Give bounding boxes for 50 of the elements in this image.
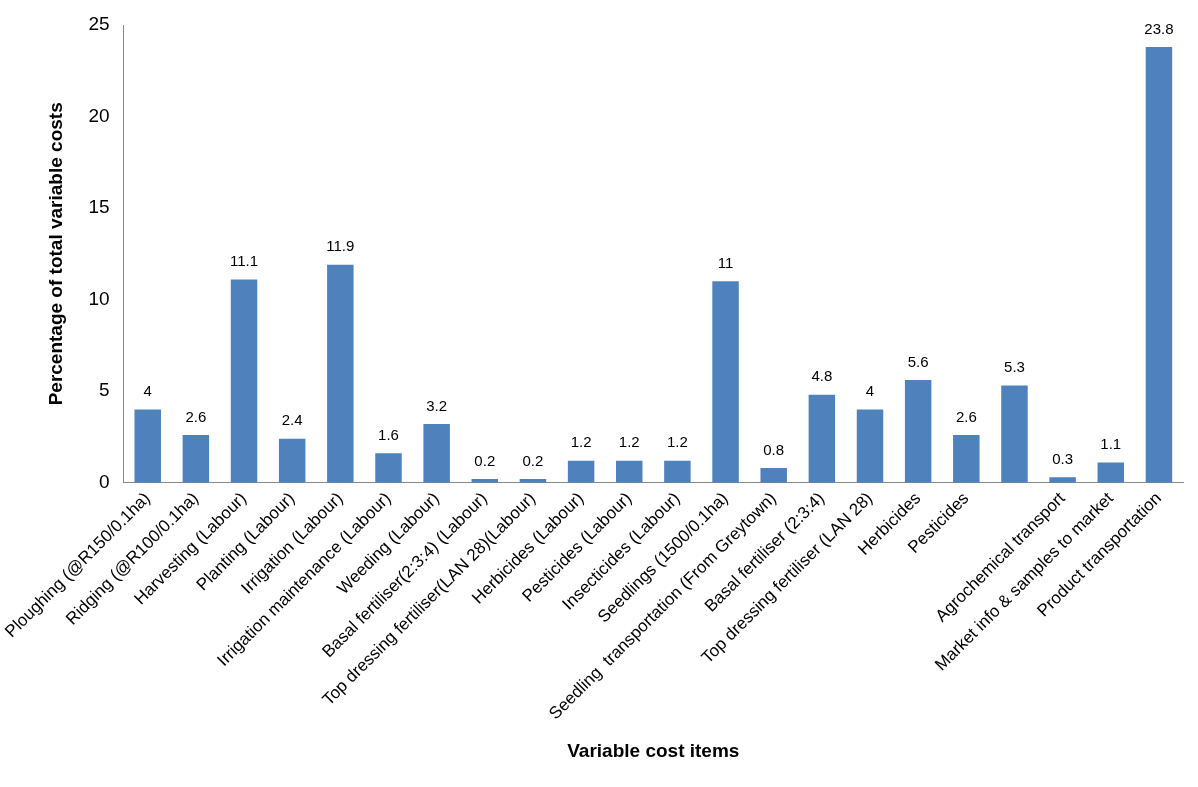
- bar: [1001, 385, 1028, 483]
- bar: [616, 460, 643, 483]
- data-label: 5.6: [907, 352, 929, 370]
- data-label: 2.6: [185, 407, 207, 425]
- y-axis-title: Percentage of total variable costs: [45, 102, 67, 406]
- data-label: 1.2: [618, 433, 640, 451]
- bar: [1049, 477, 1076, 483]
- data-label: 4: [143, 382, 152, 400]
- data-label: 11.9: [326, 237, 355, 255]
- bar: [230, 279, 258, 483]
- data-label: 1.1: [1100, 435, 1122, 453]
- data-label: 23.8: [1144, 19, 1174, 37]
- data-label: 11.1: [229, 252, 259, 270]
- y-tick-label: 0: [99, 470, 110, 492]
- bar: [567, 460, 595, 483]
- data-label: 1.2: [570, 433, 592, 451]
- data-label: 3.2: [426, 396, 448, 414]
- bar: [904, 380, 932, 483]
- y-tick-label: 15: [88, 196, 110, 218]
- y-tick-label: 25: [88, 13, 110, 35]
- y-tick-label: 20: [88, 104, 110, 126]
- data-label: 11: [717, 253, 734, 271]
- data-label: 2.6: [955, 407, 977, 425]
- bar: [375, 453, 402, 483]
- bar: [182, 435, 210, 483]
- bar: [664, 460, 691, 483]
- bar: [712, 281, 739, 483]
- y-tick-label: 10: [88, 287, 110, 309]
- bar: [953, 435, 980, 483]
- data-label: 0.8: [763, 440, 785, 458]
- bar: [327, 264, 354, 483]
- bar: [856, 409, 884, 483]
- data-label: 1.2: [666, 433, 688, 451]
- bar: [1097, 462, 1125, 483]
- bar: [1145, 46, 1173, 483]
- x-axis-title: Variable cost items: [567, 739, 740, 761]
- data-label: 2.4: [281, 411, 303, 429]
- bar: [134, 409, 161, 483]
- y-tick-label: 5: [99, 379, 110, 401]
- data-label: 0.2: [474, 451, 496, 469]
- data-label: 0.2: [522, 451, 544, 469]
- bar: [423, 424, 450, 483]
- bar: [808, 394, 836, 483]
- bar: [278, 438, 306, 483]
- data-label: 5.3: [1004, 358, 1025, 376]
- data-label: 1.6: [378, 425, 399, 443]
- data-label: 0.3: [1052, 449, 1074, 467]
- data-label: 4: [865, 382, 875, 400]
- bar: [760, 467, 787, 483]
- data-label: 4.8: [811, 367, 833, 385]
